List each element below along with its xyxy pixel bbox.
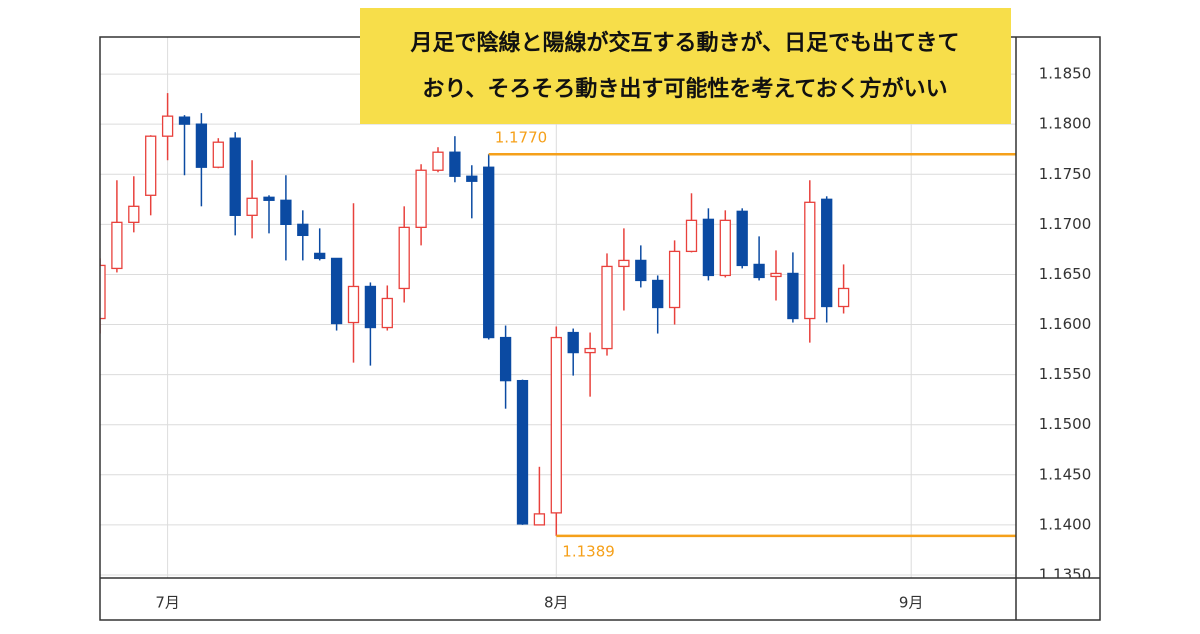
up-body <box>161 115 174 137</box>
down-body <box>499 336 512 382</box>
down-body <box>736 210 748 267</box>
y-tick-label: 1.1400 <box>1039 515 1092 533</box>
plot-area <box>100 93 1016 538</box>
up-body <box>550 336 562 514</box>
down-body <box>821 198 833 308</box>
up-body <box>668 250 681 309</box>
down-body <box>483 166 495 339</box>
up-body <box>111 221 123 270</box>
x-tick-label: 7月 <box>155 594 180 612</box>
up-body <box>584 347 596 354</box>
y-axis: 1.1350 1.1400 1.1450 1.1500 1.1550 1.1600 1.16… <box>1039 65 1092 583</box>
up-body <box>770 272 782 278</box>
up-body <box>381 297 393 329</box>
down-body <box>449 151 461 177</box>
up-body <box>618 259 630 268</box>
y-tick-label: 1.1450 <box>1039 465 1092 483</box>
up-body <box>685 219 698 253</box>
level-label: 1.1770 <box>495 129 548 147</box>
up-body <box>145 135 157 196</box>
down-body <box>280 199 292 225</box>
up-body <box>533 513 546 526</box>
banner-text: おり、そろそろ動き出す可能性を考えておく方がいい <box>422 76 947 102</box>
down-body <box>652 279 664 309</box>
down-body <box>516 379 529 525</box>
down-body <box>702 218 715 277</box>
down-body <box>466 175 478 182</box>
y-tick-label: 1.1650 <box>1039 265 1092 283</box>
up-body <box>837 287 850 308</box>
up-body <box>804 201 816 320</box>
x-axis: 7月 8月 9月 <box>155 594 923 612</box>
y-tick-label: 1.1600 <box>1039 315 1092 333</box>
up-body <box>601 265 613 350</box>
y-tick-label: 1.1800 <box>1039 115 1092 133</box>
down-body <box>787 272 799 320</box>
down-body <box>567 331 579 354</box>
up-body <box>100 264 106 320</box>
y-tick-label: 1.1750 <box>1039 165 1092 183</box>
up-body <box>246 197 258 216</box>
banner: 月足で陰線と陽線が交互する動きが、日足でも出てきて おり、そろそろ動き出す可能性… <box>360 8 1011 124</box>
down-body <box>178 116 191 125</box>
x-tick-label: 9月 <box>899 594 924 612</box>
up-body <box>432 151 444 171</box>
up-body <box>347 285 360 324</box>
down-body <box>364 285 377 329</box>
banner-box <box>360 8 1011 124</box>
level-label: 1.1389 <box>562 542 615 560</box>
y-tick-label: 1.1550 <box>1039 365 1092 383</box>
down-body <box>229 137 241 216</box>
down-body <box>330 257 343 325</box>
down-body <box>263 196 275 201</box>
down-body <box>635 259 647 282</box>
down-body <box>195 123 208 168</box>
y-tick-label: 1.1350 <box>1039 565 1092 583</box>
up-body <box>719 219 731 277</box>
y-tick-label: 1.1850 <box>1039 65 1092 83</box>
up-body <box>128 205 140 223</box>
x-tick-label: 8月 <box>544 594 569 612</box>
y-tick-label: 1.1500 <box>1039 415 1092 433</box>
up-body <box>398 226 410 290</box>
down-body <box>753 263 765 279</box>
y-tick-label: 1.1700 <box>1039 215 1092 233</box>
down-body <box>314 252 326 260</box>
up-body <box>212 141 224 168</box>
down-body <box>297 223 309 237</box>
banner-text: 月足で陰線と陽線が交互する動きが、日足でも出てきて <box>410 30 960 56</box>
up-body <box>415 169 427 229</box>
